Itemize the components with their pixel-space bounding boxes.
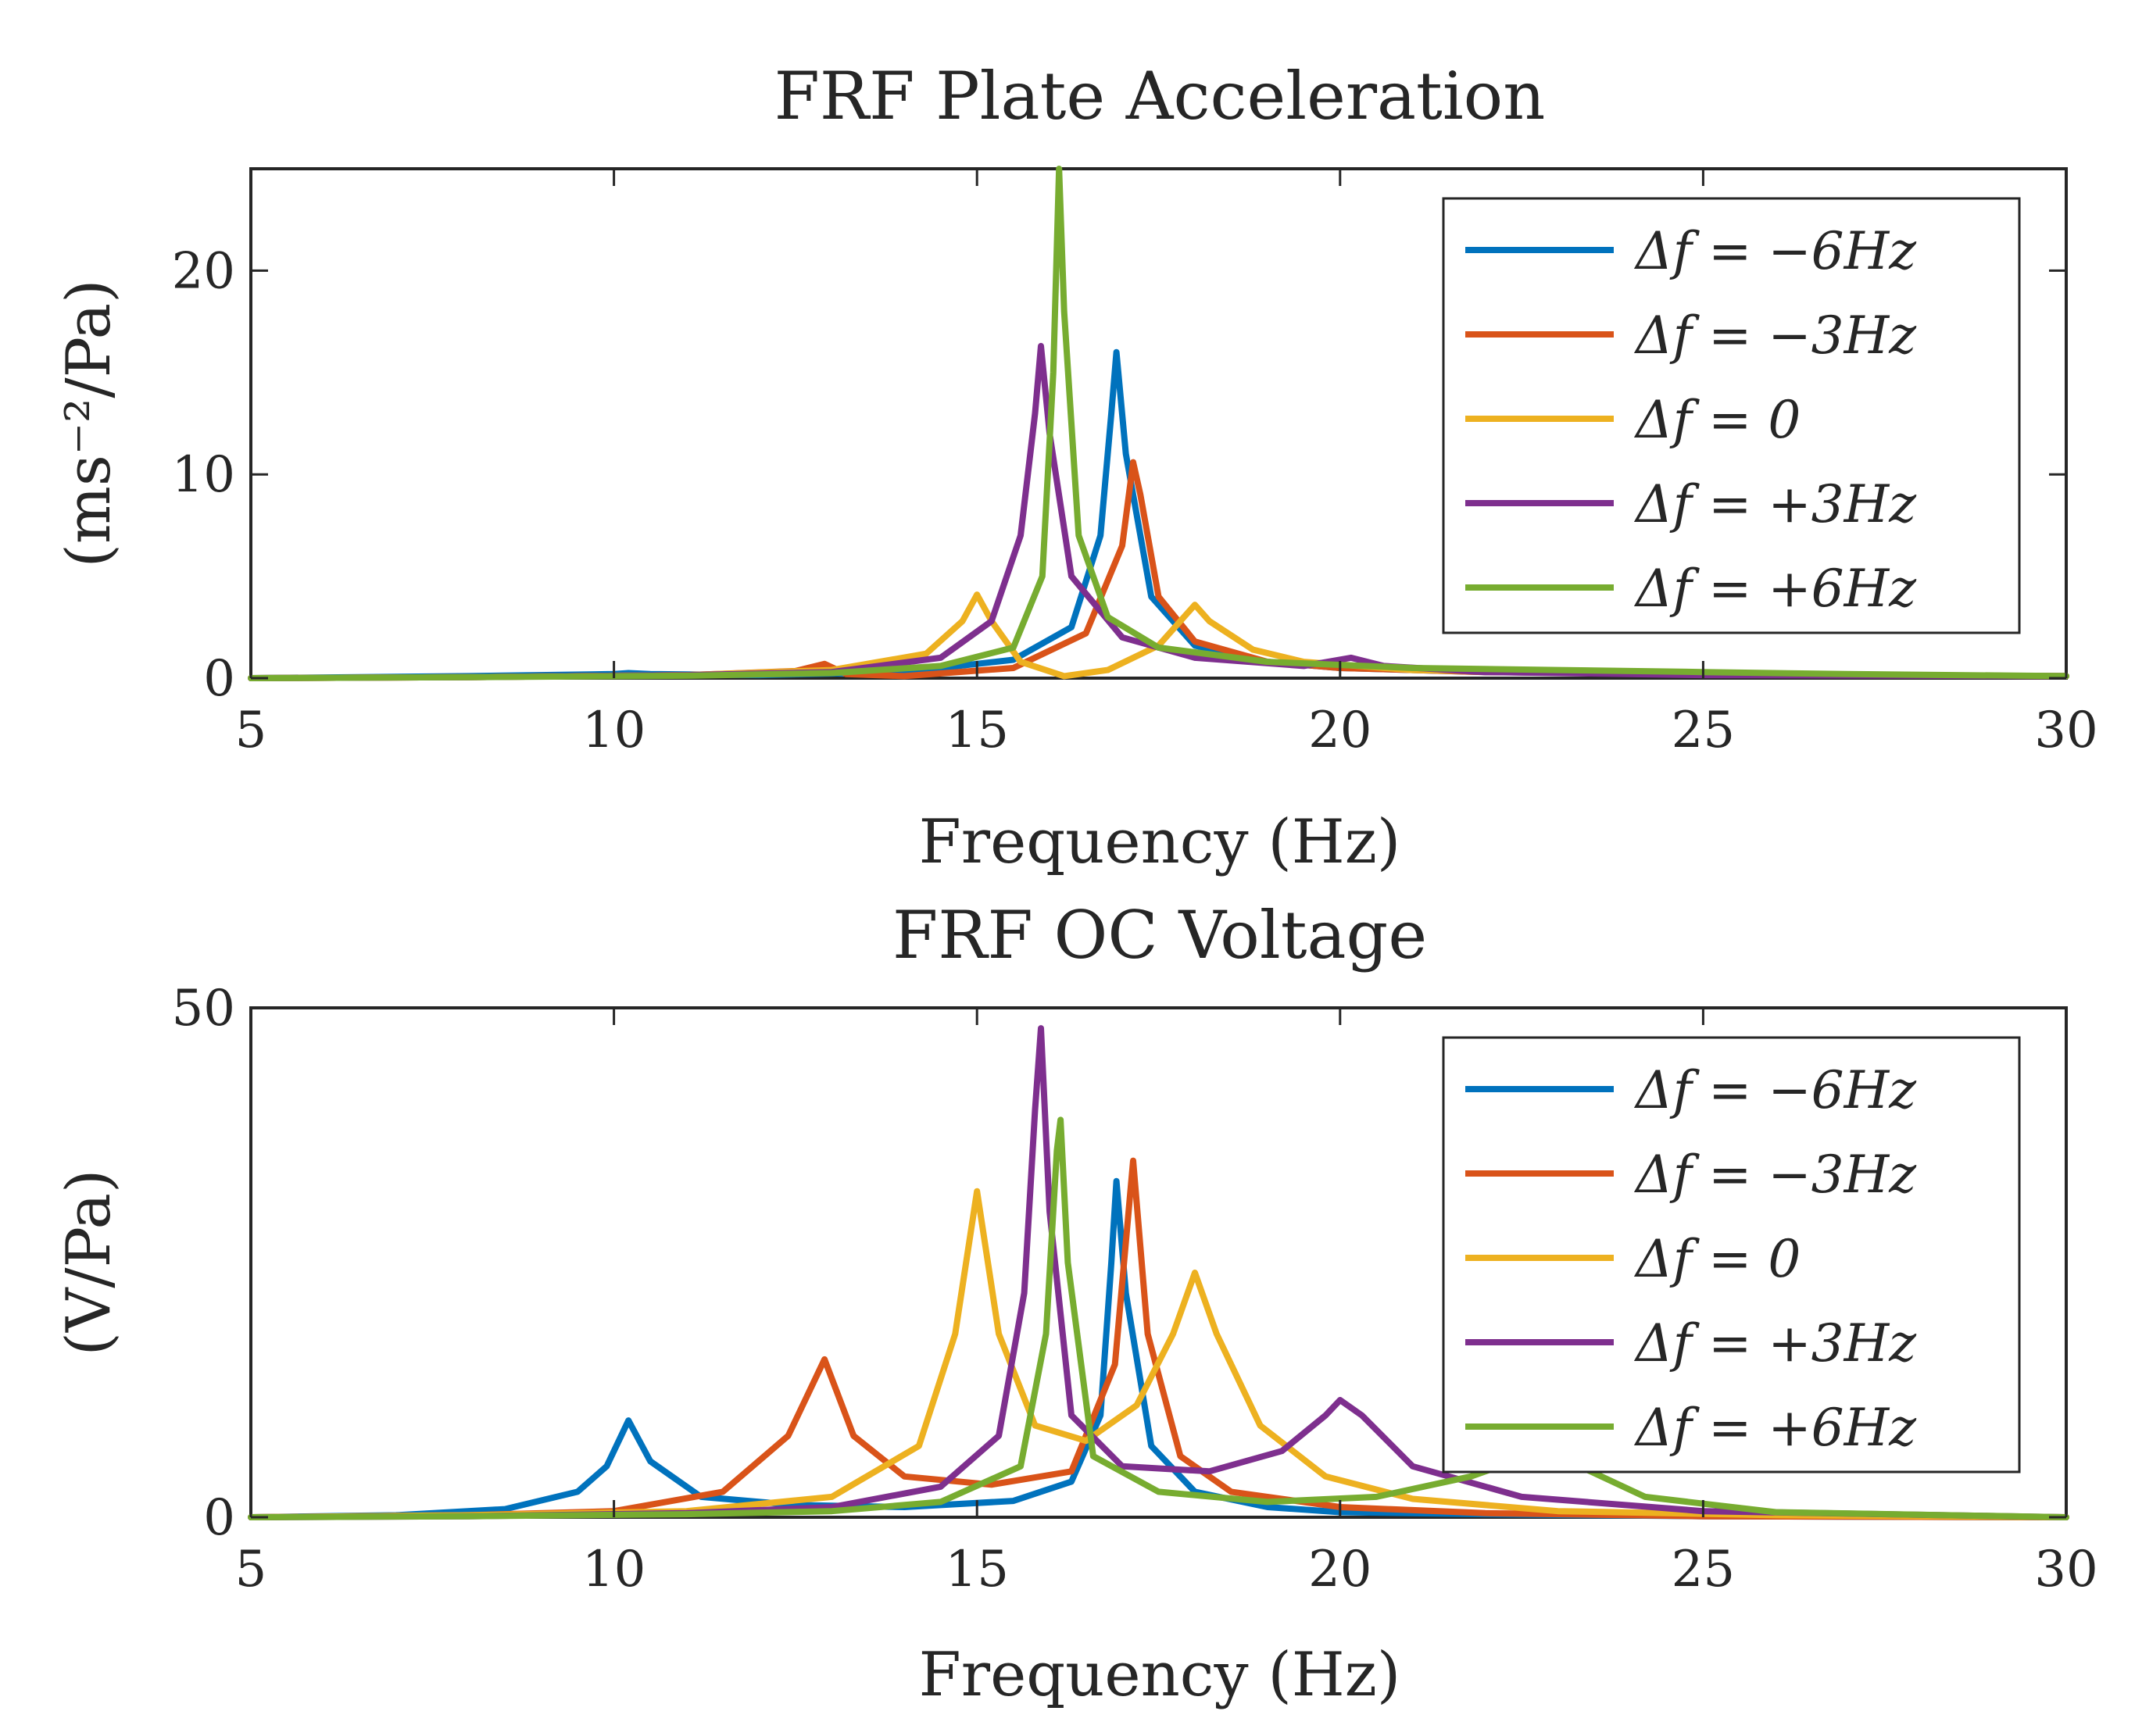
legend-label-3: Δf = +3Hz bbox=[1633, 474, 1917, 534]
legend-label-4: Δf = +6Hz bbox=[1633, 1398, 1917, 1458]
y-axis-label: (V/Pa) bbox=[54, 1170, 124, 1356]
chart-title: FRF Plate Acceleration bbox=[774, 58, 1546, 134]
legend-label-3: Δf = +3Hz bbox=[1633, 1313, 1917, 1373]
x-tick-label: 30 bbox=[2034, 1541, 2097, 1598]
chart-oc-voltage: FRF OC Voltage 5 10 15 20 25 30 0 50 Frequency … bbox=[54, 897, 2098, 1710]
x-tick-label: 10 bbox=[582, 702, 646, 759]
axis-ticks: 5 10 15 20 25 30 0 50 bbox=[172, 980, 2098, 1598]
series-group bbox=[248, 1025, 2069, 1520]
x-axis-label: Frequency (Hz) bbox=[919, 1640, 1401, 1710]
legend-label-2: Δf = 0 bbox=[1633, 390, 1801, 450]
x-tick-label: 15 bbox=[945, 1541, 1008, 1598]
x-tick-label: 20 bbox=[1308, 1541, 1371, 1598]
series-line-0 bbox=[248, 1177, 2069, 1520]
x-tick-label: 25 bbox=[1672, 702, 1735, 759]
legend-label-0: Δf = −6Hz bbox=[1633, 221, 1917, 281]
legend: Δf = −6Hz Δf = −3Hz Δf = 0 Δf = +3Hz Δf = +6… bbox=[1442, 197, 2021, 634]
y-tick-label: 50 bbox=[172, 980, 235, 1038]
y-axis-label: (ms⁻²/Pa) bbox=[54, 279, 124, 567]
legend-label-0: Δf = −6Hz bbox=[1633, 1060, 1917, 1120]
series-line-4 bbox=[248, 166, 2069, 681]
x-tick-label: 5 bbox=[235, 1541, 267, 1598]
y-tick-label: 0 bbox=[203, 650, 235, 708]
legend-label-1: Δf = −3Hz bbox=[1633, 1145, 1917, 1205]
y-tick-label: 0 bbox=[203, 1489, 235, 1547]
legend: Δf = −6Hz Δf = −3Hz Δf = 0 Δf = +3Hz Δf = +6… bbox=[1442, 1036, 2021, 1473]
x-axis-label: Frequency (Hz) bbox=[919, 807, 1401, 877]
x-tick-label: 25 bbox=[1672, 1541, 1735, 1598]
legend-label-2: Δf = 0 bbox=[1633, 1229, 1801, 1289]
series-line-3 bbox=[248, 1025, 2069, 1520]
y-tick-label: 10 bbox=[172, 446, 235, 504]
x-tick-label: 5 bbox=[235, 702, 267, 759]
x-tick-label: 15 bbox=[945, 702, 1008, 759]
chart-plate-acceleration: FRF Plate Acceleration 5 10 15 20 25 3001020 … bbox=[54, 58, 2098, 877]
axis-ticks: 5 10 15 20 25 30 0 10 20 bbox=[172, 169, 2098, 759]
x-tick-label: 30 bbox=[2034, 702, 2097, 759]
x-tick-label: 20 bbox=[1308, 702, 1371, 759]
y-tick-label: 20 bbox=[172, 242, 235, 300]
legend-label-1: Δf = −3Hz bbox=[1633, 305, 1917, 366]
x-tick-label: 10 bbox=[582, 1541, 646, 1598]
legend-label-4: Δf = +6Hz bbox=[1633, 559, 1917, 619]
chart-title: FRF OC Voltage bbox=[892, 897, 1427, 973]
